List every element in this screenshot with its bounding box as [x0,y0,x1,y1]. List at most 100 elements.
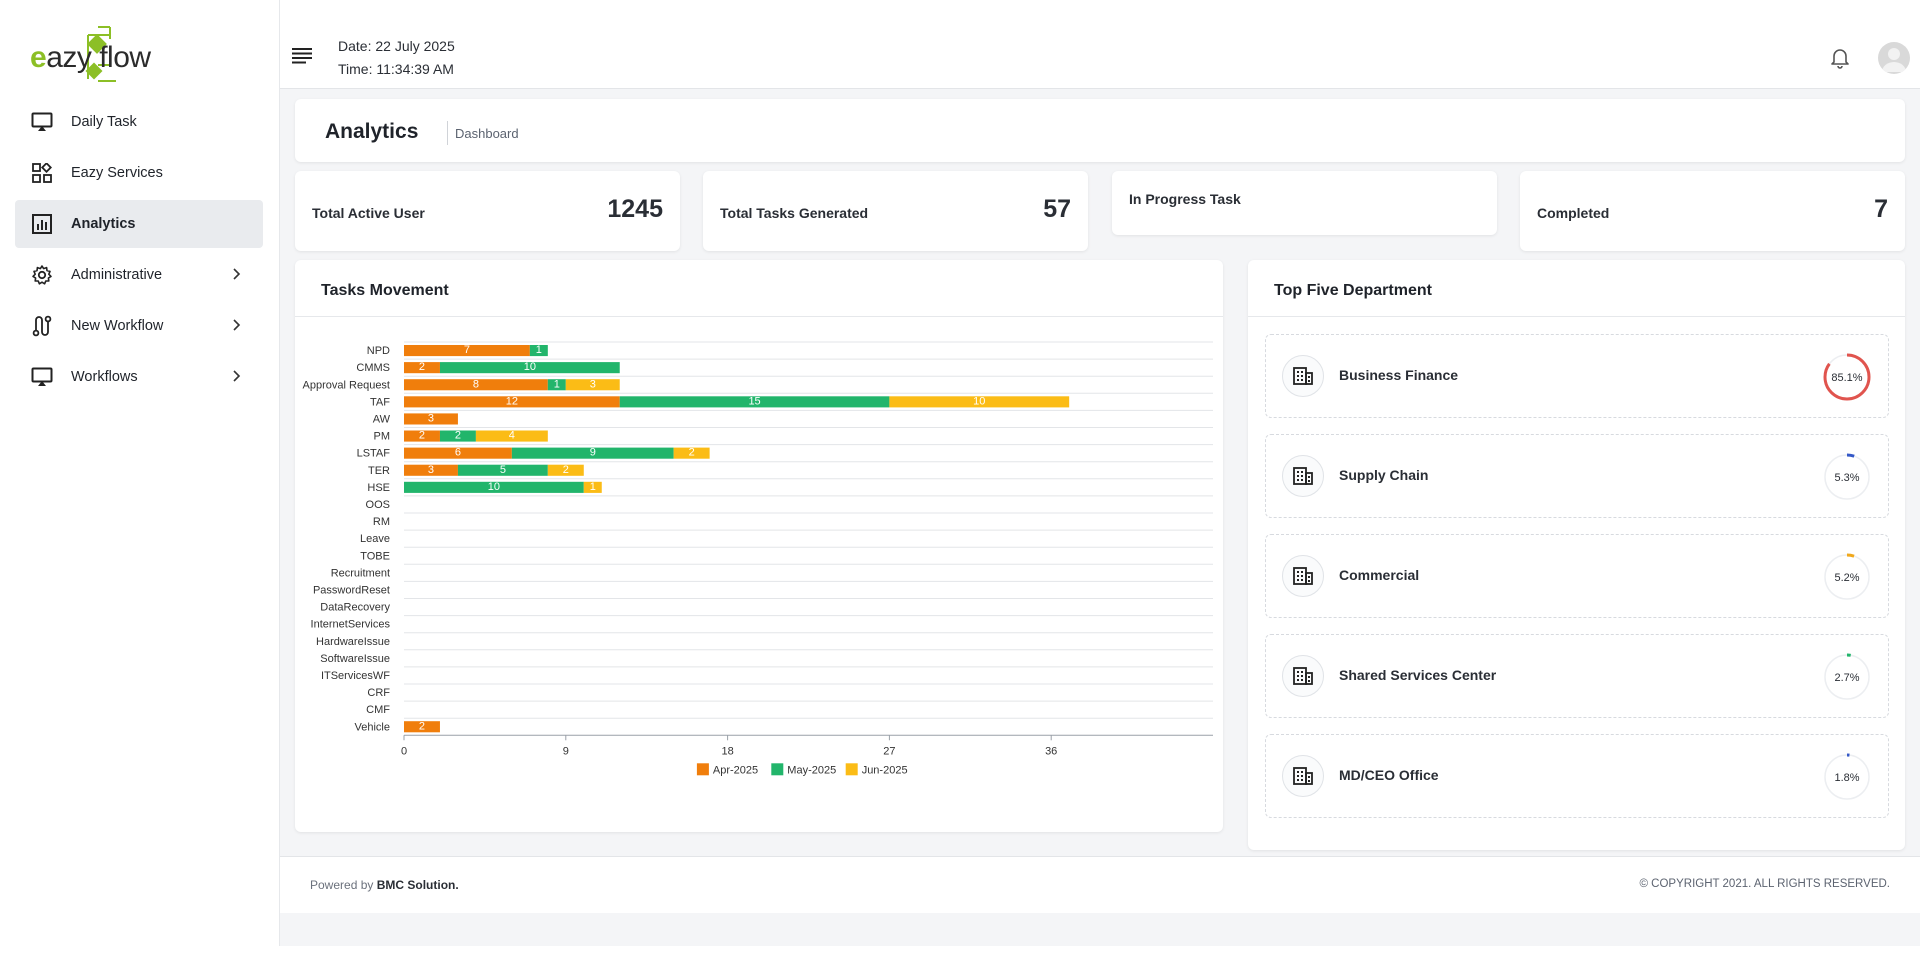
category-label: NPD [367,345,390,357]
category-label: CRF [367,687,390,699]
bar-segment [583,481,602,493]
category-label: HSE [367,482,390,494]
bar-segment [475,430,548,442]
building-icon [1282,755,1324,797]
bar-segment [619,396,890,408]
card-title: Top Five Department [1274,282,1432,299]
bar-segment [565,379,620,391]
ring-progress [1823,553,1871,601]
bar-segment [404,396,620,408]
main-content: Analytics Dashboard Total Active User 12… [280,89,1920,946]
bar-value-label: 2 [563,464,569,476]
x-tick-label: 27 [883,745,895,757]
legend-label: Apr-2025 [713,764,758,776]
category-label: HardwareIssue [316,636,390,648]
x-tick-label: 36 [1045,745,1057,757]
bar-value-label: 9 [590,447,596,459]
category-label: PM [374,431,391,443]
bar-segment [457,464,548,476]
building-icon [1282,655,1324,697]
department-item[interactable]: Supply Chain 5.3% [1265,434,1889,518]
chevron-right-icon [229,369,243,383]
department-name: MD/CEO Office [1339,767,1439,783]
page-title: Analytics [325,120,419,143]
bar-segment [404,430,440,442]
bar-value-label: 15 [748,395,760,407]
stat-value: 1245 [607,195,663,223]
current-date: Date: 22 July 2025 [338,38,455,54]
bar-value-label: 1 [590,481,596,493]
bar-segment [404,481,584,493]
sidebar-item-workflows[interactable]: Workflows [15,353,263,401]
legend-swatch [696,763,709,776]
hamburger-menu-icon[interactable] [292,48,314,66]
stat-label: Total Tasks Generated [720,205,869,221]
bar-value-label: 10 [973,395,985,407]
tasks-movement-card: Tasks Movement NPD CMMS Approval Request TA… [295,260,1223,832]
stat-label: Total Active User [312,205,425,221]
sidebar-item-eazy-services[interactable]: Eazy Services [15,149,263,197]
ring-progress [1823,453,1871,501]
department-name: Supply Chain [1339,467,1429,483]
bar-segment [889,396,1070,408]
sidebar-item-analytics[interactable]: Analytics [15,200,263,248]
category-label: Vehicle [355,721,390,733]
sidebar-item-daily-task[interactable]: Daily Task [15,98,263,146]
logo-graphic [85,26,116,82]
department-name: Shared Services Center [1339,667,1497,683]
x-tick-label: 18 [721,745,733,757]
sidebar-item-new-workflow[interactable]: New Workflow [15,302,263,350]
bar-value-label: 2 [419,361,425,373]
bar-segment [404,721,440,733]
ring-percent-label: 85.1% [1831,372,1862,384]
category-label: DataRecovery [320,602,390,614]
notification-bell-icon[interactable] [1830,47,1850,69]
legend-swatch [845,763,858,776]
stat-card-tasks-generated: Total Tasks Generated 57 [703,171,1088,251]
category-label: TER [368,465,390,477]
page-bottom [280,913,1920,946]
stat-card-in-progress: In Progress Task [1112,171,1497,235]
department-item[interactable]: MD/CEO Office 1.8% [1265,734,1889,818]
category-label: Recruitment [331,567,390,579]
ring-percent-label: 5.2% [1834,572,1859,584]
department-name: Business Finance [1339,367,1459,383]
bar-segment [439,430,476,442]
bar-segment [511,447,674,459]
sidebar-item-label: Workflows [71,369,138,385]
category-label: RM [373,516,390,528]
department-item[interactable]: Commercial 5.2% [1265,534,1889,618]
workflow-icon [31,315,53,337]
stat-card-completed: Completed 7 [1520,171,1905,251]
chevron-right-icon [229,318,243,332]
building-icon [1282,555,1324,597]
department-item[interactable]: Business Finance 85.1% [1265,334,1889,418]
monitor-icon [31,366,53,388]
sidebar-item-label: Administrative [71,267,163,283]
percentage-ring: 1.8% [1822,752,1872,802]
category-label: LSTAF [357,448,391,460]
copyright-text: © COPYRIGHT 2021. ALL RIGHTS RESERVED. [1639,878,1890,890]
gear-icon [31,264,53,286]
bar-value-label: 1 [536,344,542,356]
category-label: OOS [366,499,390,511]
breadcrumb[interactable]: Dashboard [455,126,519,141]
eazy-flow-logo[interactable]: eazy flow [30,25,160,89]
sidebar: eazy flow Daily Task Eazy Services Analy… [0,0,280,946]
logo-wordmark: eazy flow [30,41,151,74]
stat-value: 57 [1043,195,1071,223]
category-label: TAF [370,396,390,408]
bar-value-label: 3 [428,413,434,425]
bar-value-label: 10 [488,481,500,493]
bar-segment [673,447,710,459]
powered-by-brand[interactable]: BMC Solution. [376,878,459,892]
bar-segment [404,413,458,425]
bar-segment [404,345,530,357]
top-five-department-card: Top Five Department Business Finance 85.1… [1248,260,1905,850]
top-bar: Date: 22 July 2025 Time: 11:34:39 AM [280,0,1920,89]
category-label: ITServicesWF [321,670,390,682]
department-item[interactable]: Shared Services Center 2.7% [1265,634,1889,718]
sidebar-item-administrative[interactable]: Administrative [15,251,263,299]
user-avatar[interactable] [1878,42,1910,74]
stat-label: In Progress Task [1129,191,1241,207]
